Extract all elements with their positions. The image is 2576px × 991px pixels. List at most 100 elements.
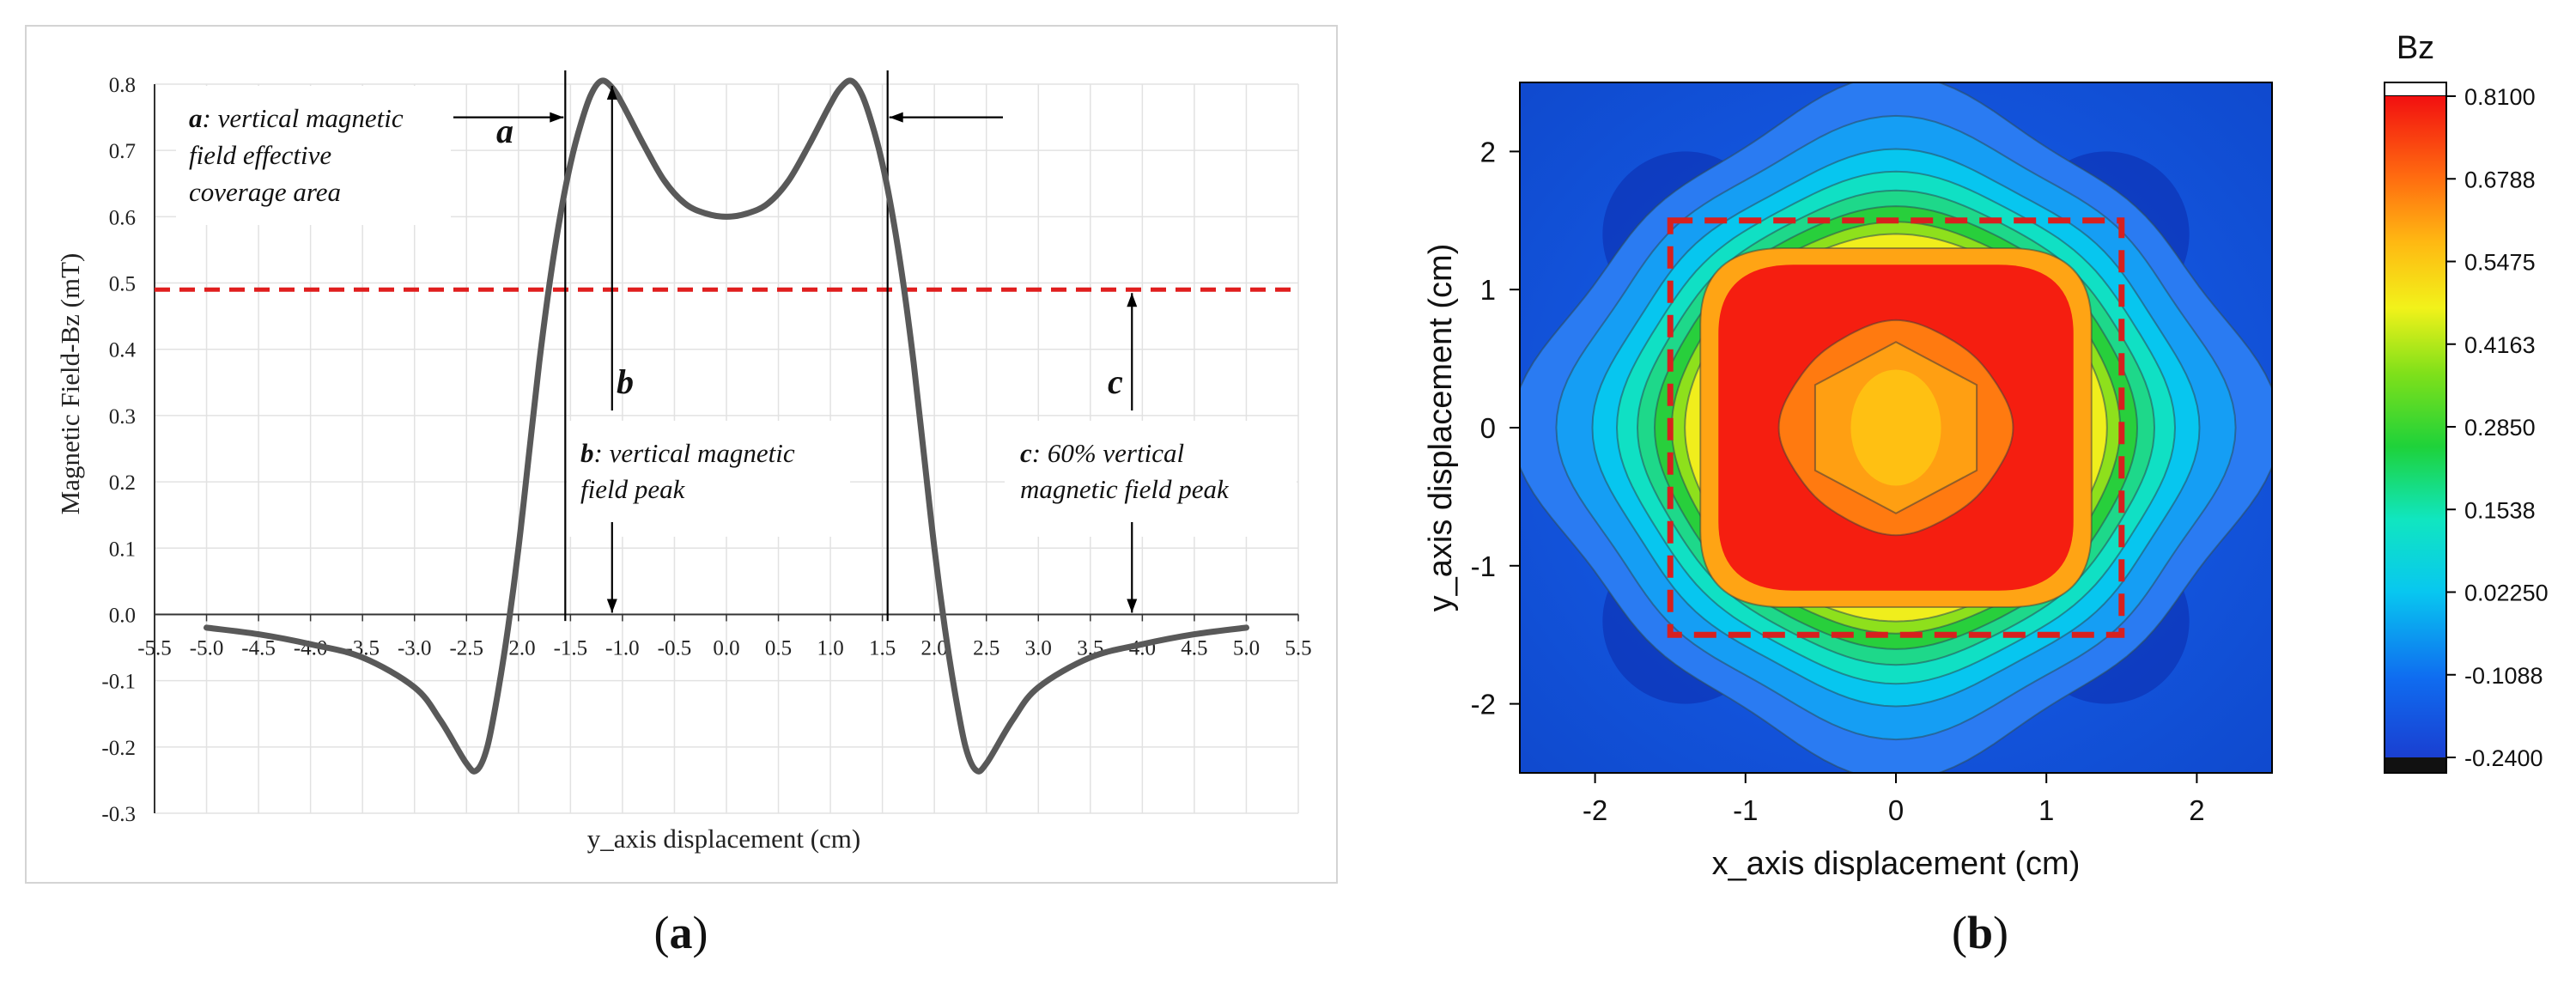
colorbar-top-cap [2384,82,2447,97]
x-axis-label: y_axis displacement (cm) [587,824,861,854]
heatmap-x-tick-label: -1 [1733,794,1758,826]
annotation-c-text1: : 60% vertical [1032,438,1184,468]
annotation-a-line2: field effective [189,140,331,170]
heatmap-x-tick-label: 1 [2038,794,2054,826]
y-axis-label: Magnetic Field-Bz (mT) [55,253,85,515]
colorbar-tick-label: 0.5475 [2464,250,2536,276]
colorbar-tick-label: -0.1088 [2464,663,2543,689]
y-tick-label: -0.3 [101,803,136,826]
coverage-square [1667,217,2125,638]
colorbar-tick-label: 0.02250 [2464,581,2549,606]
y-tick-label: 0.0 [109,604,136,627]
arrow-b-up-head [606,86,617,100]
x-tick-label: 2.0 [921,636,948,660]
heatmap-x-tick-label: -2 [1583,794,1607,826]
annotation-b-box [567,421,850,537]
x-tick-label: -2.5 [449,636,483,660]
y-tick-label: -0.1 [101,671,136,694]
x-tick-label: 5.5 [1285,636,1311,660]
arrow-c-down [1127,522,1138,613]
letter-a: a [496,112,513,150]
panel-a-open: ( [654,907,670,958]
colorbar-tick-label: 0.6788 [2464,167,2536,192]
panel-b-ticks: -2 -1 0 1 2 -2 -1 0 1 2 [1471,136,2205,826]
annotation-b-line2: field peak [580,474,686,504]
annotation-b-line1: b: vertical magnetic [580,438,795,468]
annotation-c-line2: magnetic field peak [1020,474,1230,504]
heatmap-y-tick-label: -2 [1471,689,1496,720]
colorbar-ticks: 0.8100 0.6788 0.5475 0.4163 0.2850 0.1538 0.02… [2446,84,2549,771]
x-tick-label: -1.5 [554,636,588,660]
colorbar-tick-label: -0.2400 [2464,745,2543,771]
heatmap-x-tick-label: 2 [2189,794,2204,826]
annotation-c-box [1005,421,1297,537]
panel-a-close: ) [693,907,708,958]
letter-b: b [617,362,634,401]
y-tick-label: -0.2 [101,737,136,760]
y-tick-label: 0.3 [109,405,136,429]
y-tick-label: 0.8 [109,74,136,97]
panel-a-letter: a [670,907,693,958]
heatmap-x-tick-label: 0 [1888,794,1904,826]
annotation-a-box [176,86,451,225]
panel-b-close: ) [1993,907,2008,958]
arrow-b-down-head [606,599,617,613]
y-tick-label: 0.2 [109,471,136,495]
x-tick-label: -5.0 [190,636,224,660]
annotation-c-key: c [1020,438,1032,468]
arrow-a-right-head [889,112,903,123]
y-tick-label: 0.5 [109,273,136,296]
x-tick-label: 1.0 [817,636,843,660]
y-tick-label: 0.6 [109,206,136,229]
colorbar-tick-label: 0.4163 [2464,332,2536,358]
heatmap-y-tick-label: 2 [1480,136,1496,167]
annotation-a-key: a [189,103,203,133]
heatmap-y-tick-label: 1 [1480,274,1496,306]
heatmap-contours [1520,82,2272,773]
y-tick-label: 0.7 [109,140,136,163]
annotation-a-line1: a: vertical magnetic [189,103,404,133]
colorbar-tick-label: 0.1538 [2464,497,2536,523]
x-tick-label: -3.0 [398,636,432,660]
heatmap-center-peak [1850,369,1941,486]
y-tick-label: 0.1 [109,538,136,561]
heatmap-y-label: y_axis displacement (cm) [1423,244,1459,612]
y-tick-label: 0.4 [109,339,137,362]
x-tick-label: 0.5 [765,636,792,660]
x-tick-label: 1.5 [869,636,896,660]
arrow-b-down [606,522,617,613]
x-tick-label: 0.0 [713,636,739,660]
colorbar-bottom-cap [2385,757,2446,773]
series-bz-line [204,77,1249,775]
panel-a-chart: -5.5 -5.0 -4.5 -4.0 -3.5 -3.0 -2.5 -2.0 -1.5 -1.0… [25,25,1338,958]
colorbar-title: Bz [2397,30,2434,66]
panel-b-label: (b) [1952,907,2008,958]
x-tick-label: 3.0 [1025,636,1052,660]
colorbar-gradient [2385,96,2446,757]
colorbar-tick-label: 0.2850 [2464,415,2536,441]
heatmap-y-tick-label: 0 [1480,412,1496,444]
heatmap-y-tick-label: -1 [1471,550,1496,582]
arrow-a-left-head [550,112,564,123]
panel-a-y-ticks: -0.3 -0.2 -0.1 0.0 0.1 0.2 0.3 0.4 0.5 0.6 0.7 0.8 [101,74,136,826]
panel-a-label: (a) [654,907,708,958]
arrow-a-left [453,112,564,123]
colorbar-tick-label: 0.8100 [2464,84,2536,110]
x-tick-label: -1.0 [605,636,640,660]
x-tick-label: -4.5 [241,636,276,660]
x-tick-label: 2.5 [973,636,999,660]
heatmap-x-label: x_axis displacement (cm) [1712,846,2081,882]
annotation-b-text1: : vertical magnetic [594,438,795,468]
arrow-c-up-head [1127,293,1138,307]
letter-c: c [1108,362,1123,401]
panel-a-arrows [453,86,1138,613]
panel-b-open: ( [1952,907,1967,958]
panel-b-letter: b [1967,907,1993,958]
annotation-b-key: b [580,438,594,468]
annotation-a-line3: coverage area [189,177,341,207]
arrow-a-right [889,112,1003,123]
arrow-c-down-head [1127,599,1138,613]
heatmap-field [1520,82,2272,773]
